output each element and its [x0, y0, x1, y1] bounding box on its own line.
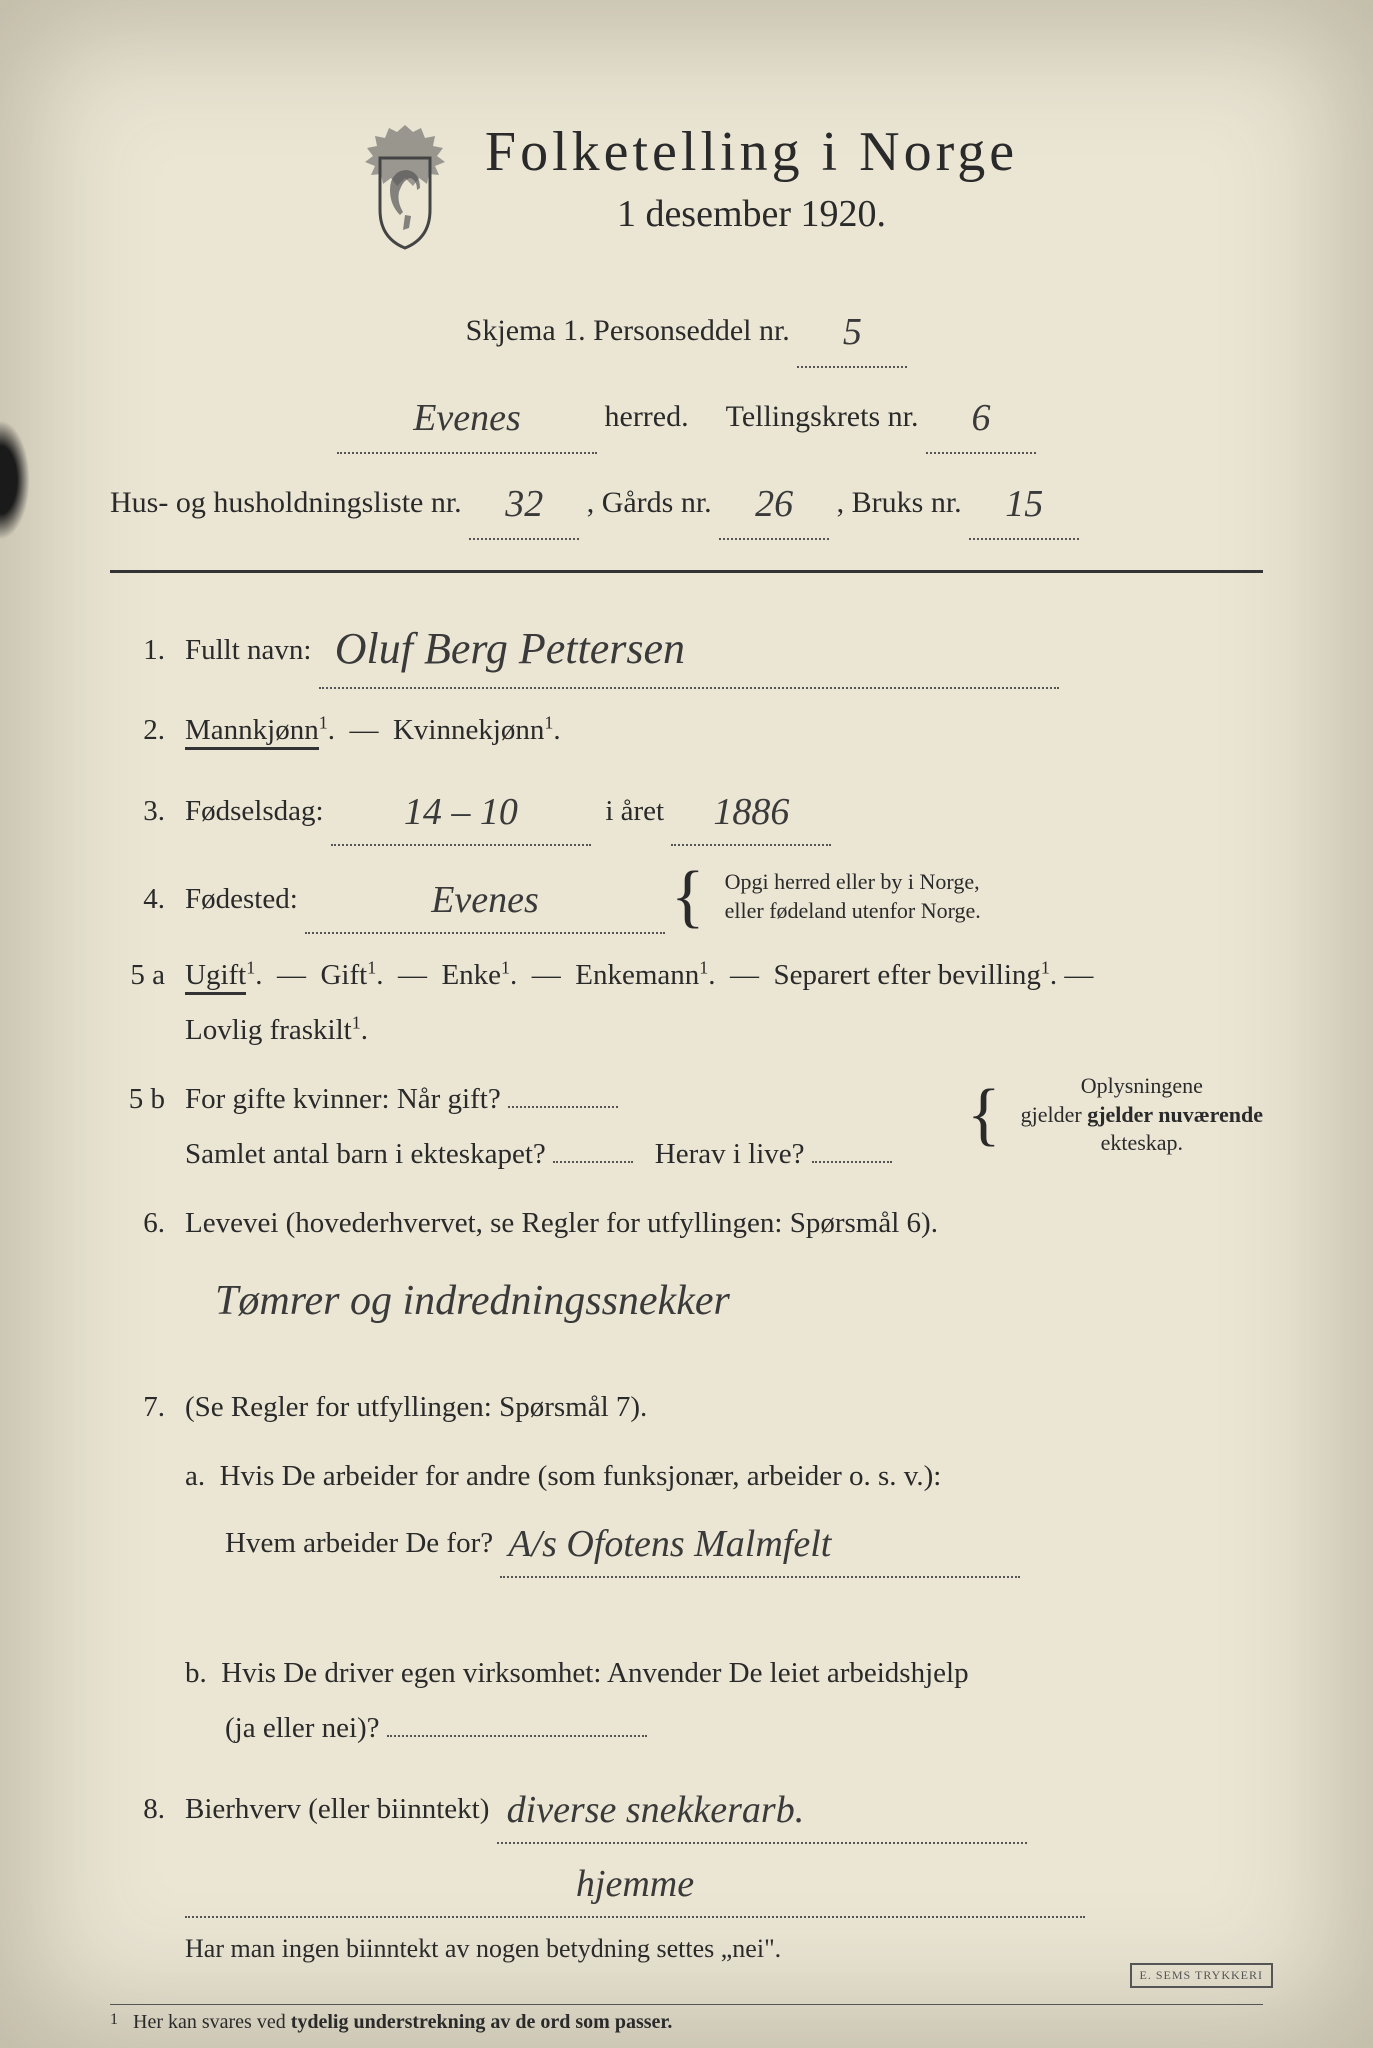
printer-stamp: E. SEMS TRYKKERI [1130, 1963, 1273, 1988]
q5b-label2: Samlet antal barn i ekteskapet? [185, 1138, 546, 1170]
q7-row: 7. (Se Regler for utfyllingen: Spørsmål … [110, 1380, 1263, 1757]
kvinnekjonn: Kvinnekjønn [393, 714, 544, 746]
q1-label: Fullt navn: [185, 634, 311, 666]
q8-label: Bierhverv (eller biinntekt) [185, 1793, 489, 1825]
occupation: Tømrer og indredningssnekker [215, 1278, 730, 1324]
birth-year: 1886 [713, 791, 789, 833]
q4-row: 4. Fødested: Evenes { Opgi herred eller … [110, 860, 1263, 934]
q3-label: Fødselsdag: [185, 795, 324, 827]
krets-label: Tellingskrets nr. [726, 400, 919, 433]
krets-nr: 6 [971, 397, 990, 439]
mannkjonn: Mannkjønn [185, 714, 319, 750]
q5b-note3: ekteskap. [1021, 1129, 1263, 1158]
q8-note: Har man ingen biinntekt av nogen betydni… [185, 1924, 1263, 1973]
hush-nr: 32 [505, 483, 543, 525]
hush-label: Hus- og husholdningsliste nr. [110, 486, 462, 519]
brace-icon: { [967, 1094, 1001, 1136]
bruks-label: , Bruks nr. [837, 486, 962, 519]
enkemann: Enkemann [575, 959, 699, 991]
q7-label: (Se Regler for utfyllingen: Spørsmål 7). [185, 1391, 647, 1423]
q7b-q: (ja eller nei)? [225, 1712, 380, 1744]
census-form-page: Folketelling i Norge 1 desember 1920. Sk… [0, 0, 1373, 2048]
q4-note: Opgi herred eller by i Norge, eller føde… [725, 868, 981, 925]
q5b-note: Oplysningene gjelder gjelder nuværende e… [1021, 1072, 1263, 1158]
q3-row: 3. Fødselsdag: 14 – 10 i året 1886 [110, 772, 1263, 846]
q3-num: 3. [110, 784, 165, 839]
full-name-value: Oluf Berg Pettersen [335, 624, 685, 673]
side-occupation-1: diverse snekkerarb. [507, 1789, 805, 1831]
q2-num: 2. [110, 703, 165, 758]
q1-row: 1. Fullt navn: Oluf Berg Pettersen [110, 603, 1263, 689]
title-block: Folketelling i Norge 1 desember 1920. [485, 120, 1018, 236]
personseddel-nr: 5 [843, 311, 862, 353]
bruks-nr: 15 [1005, 483, 1043, 525]
q5a-num: 5 a [110, 948, 165, 1003]
q8-num: 8. [110, 1782, 165, 1837]
q4-note1: Opgi herred eller by i Norge, [725, 868, 981, 897]
q5b-note1: Oplysningene [1021, 1072, 1263, 1101]
coat-of-arms-icon [355, 120, 455, 250]
q6-row: 6. Levevei (hovederhvervet, se Regler fo… [110, 1196, 1263, 1351]
form-metadata: Skjema 1. Personseddel nr. 5 Evenes herr… [110, 290, 1263, 540]
separert: Separert efter bevilling [774, 959, 1041, 991]
page-subtitle: 1 desember 1920. [485, 192, 1018, 236]
q6-num: 6. [110, 1196, 165, 1251]
herred-label: herred. [605, 400, 689, 433]
side-occupation-2: hjemme [576, 1863, 694, 1905]
divider [110, 570, 1263, 573]
q7a-label: Hvis De arbeider for andre (som funksjon… [220, 1460, 942, 1492]
skjema-label: Skjema 1. Personseddel nr. [466, 314, 790, 347]
q4-note2: eller fødeland utenfor Norge. [725, 897, 981, 926]
birthplace: Evenes [431, 879, 539, 921]
q7-num: 7. [110, 1380, 165, 1435]
gift: Gift [320, 959, 367, 991]
q4-label: Fødested: [185, 883, 298, 915]
fraskilt: Lovlig fraskilt [185, 1014, 352, 1046]
page-title: Folketelling i Norge [485, 120, 1018, 184]
q1-num: 1. [110, 623, 165, 678]
q5b-label3: Herav i live? [655, 1138, 805, 1170]
employer: A/s Ofotens Malmfelt [508, 1523, 831, 1565]
q7a-q: Hvem arbeider De for? [225, 1527, 493, 1559]
q8-row: 8. Bierhverv (eller biinntekt) diverse s… [110, 1770, 1263, 1974]
gards-label: , Gårds nr. [587, 486, 712, 519]
q5b-row: 5 b For gifte kvinner: Når gift? Samlet … [110, 1072, 1263, 1182]
brace-icon: { [671, 876, 705, 918]
header: Folketelling i Norge 1 desember 1920. [110, 120, 1263, 250]
q5a-row: 5 a Ugift1. — Gift1. — Enke1. — Enkemann… [110, 948, 1263, 1058]
footnote: 1 Her kan svares ved tydelig understrekn… [110, 2004, 1263, 2034]
q4-num: 4. [110, 872, 165, 927]
enke: Enke [441, 959, 501, 991]
q2-row: 2. Mannkjønn1. — Kvinnekjønn1. [110, 703, 1263, 758]
gards-nr: 26 [755, 483, 793, 525]
q7b-label: Hvis De driver egen virksomhet: Anvender… [221, 1657, 968, 1689]
herred-value: Evenes [413, 397, 521, 439]
q6-label: Levevei (hovederhvervet, se Regler for u… [185, 1207, 938, 1239]
q5b-num: 5 b [110, 1072, 165, 1127]
questions-block: 1. Fullt navn: Oluf Berg Pettersen 2. Ma… [110, 603, 1263, 1974]
birth-day: 14 – 10 [404, 791, 518, 833]
edge-damage [0, 420, 30, 540]
ugift: Ugift [185, 959, 246, 995]
year-label: i året [605, 795, 664, 827]
q5b-label1: For gifte kvinner: Når gift? [185, 1083, 501, 1115]
